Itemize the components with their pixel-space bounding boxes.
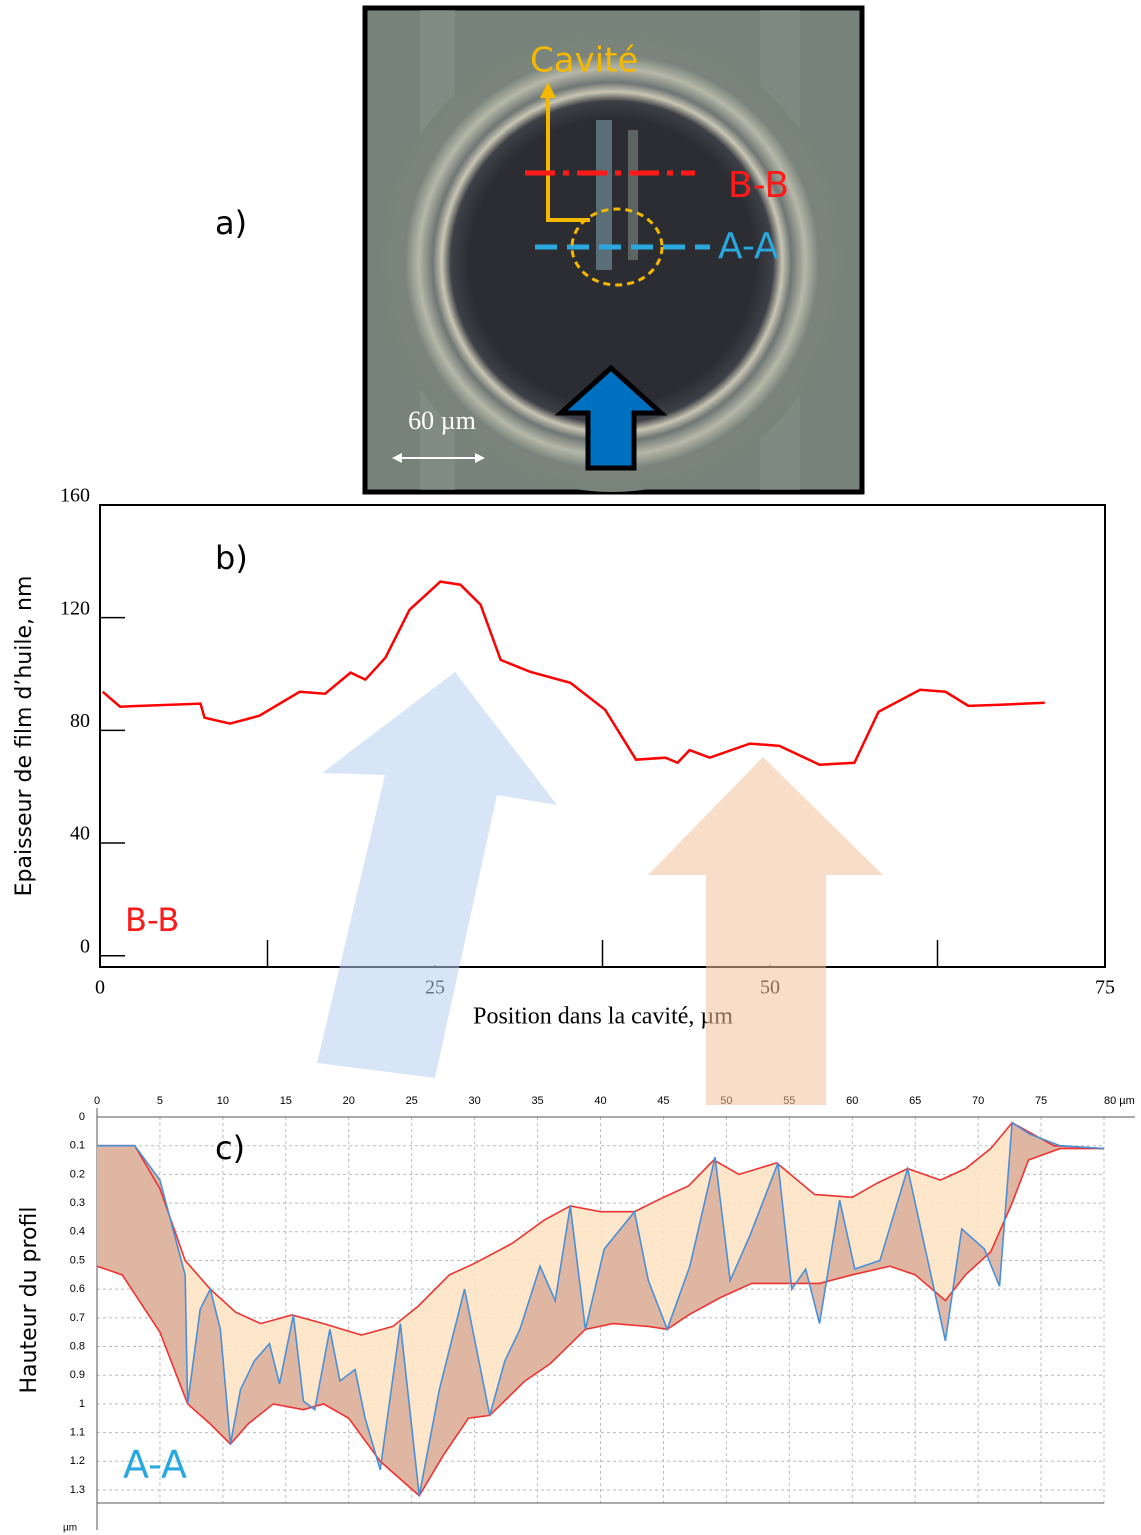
y-tick-label: 1.1 bbox=[70, 1427, 85, 1439]
x-tick-label: 0 bbox=[94, 1095, 100, 1107]
y-tick-label: 0.7 bbox=[70, 1312, 85, 1324]
x-tick-label: 70 bbox=[972, 1095, 984, 1107]
charts: 040801201600255075Position dans la cavit… bbox=[12, 485, 1135, 1534]
y-tick-label: 0 bbox=[80, 935, 90, 957]
y-tick-label: 0.2 bbox=[70, 1168, 85, 1180]
y-tick-label: 160 bbox=[60, 485, 90, 507]
section-label: B-B bbox=[125, 901, 179, 939]
y-tick-label: 1.2 bbox=[70, 1455, 85, 1467]
y-tick-label: 40 bbox=[70, 823, 90, 845]
y-tick-label: 0.8 bbox=[70, 1340, 85, 1352]
x-tick-label: 65 bbox=[909, 1095, 921, 1107]
y-tick-label: 0 bbox=[79, 1111, 85, 1123]
x-tick-label: 20 bbox=[343, 1095, 355, 1107]
y-tick-label: 0.4 bbox=[70, 1226, 85, 1238]
x-tick-label: 60 bbox=[846, 1095, 858, 1107]
section-label: B-B bbox=[728, 165, 789, 206]
y-axis-label: Hauteur du profil bbox=[17, 1207, 42, 1394]
arrow bbox=[317, 672, 557, 1078]
y-tick-label: 0.1 bbox=[70, 1140, 85, 1152]
x-tick-label: 25 bbox=[406, 1095, 418, 1107]
y-tick-label: 80 bbox=[70, 710, 90, 732]
panel-label: b) bbox=[215, 539, 248, 577]
y-tick-label: 0.6 bbox=[70, 1283, 85, 1295]
y-tick-label: 1 bbox=[79, 1398, 85, 1410]
scale-label: 60 µm bbox=[408, 406, 476, 435]
cavity-label: Cavité bbox=[530, 41, 638, 81]
x-tick-label: 0 bbox=[95, 977, 105, 999]
y-tick-label: 0.3 bbox=[70, 1197, 85, 1209]
profile-line bbox=[97, 1121, 1105, 1336]
panel-label: c) bbox=[215, 1129, 245, 1167]
x-tick-label: 10 bbox=[217, 1095, 229, 1107]
arrow bbox=[648, 757, 883, 1105]
x-tick-label: 5 bbox=[157, 1095, 163, 1107]
x-tick-label: 45 bbox=[657, 1095, 669, 1107]
x-tick-label: 15 bbox=[280, 1095, 292, 1107]
x-tick-label: 35 bbox=[531, 1095, 543, 1107]
data-line bbox=[101, 580, 1045, 766]
x-tick-label: 75 bbox=[1035, 1095, 1047, 1107]
y-axis-label: Epaisseur de film d’huile, nm bbox=[12, 576, 37, 897]
y-tick-label: 1.3 bbox=[70, 1484, 85, 1496]
band-fill bbox=[97, 1122, 1104, 1496]
x-axis-label: Position dans la cavité, µm bbox=[473, 1004, 733, 1030]
micrograph: Cavité B-B A-A 60 µm bbox=[362, 5, 865, 495]
y-tick-label: 0.9 bbox=[70, 1369, 85, 1381]
section-label: A-A bbox=[718, 226, 779, 267]
x-tick-label: 30 bbox=[469, 1095, 481, 1107]
x-tick-label: 40 bbox=[594, 1095, 606, 1107]
panel-label: a) bbox=[215, 204, 247, 242]
x-tick-label: 80 µm bbox=[1104, 1095, 1135, 1107]
y-unit: µm bbox=[63, 1523, 77, 1534]
section-label: A-A bbox=[123, 1443, 187, 1487]
y-tick-label: 120 bbox=[60, 597, 90, 619]
profile-line bbox=[97, 1121, 1105, 1496]
y-tick-label: 0.5 bbox=[70, 1254, 85, 1266]
x-tick-label: 75 bbox=[1095, 977, 1115, 999]
plot-frame bbox=[99, 504, 1106, 968]
